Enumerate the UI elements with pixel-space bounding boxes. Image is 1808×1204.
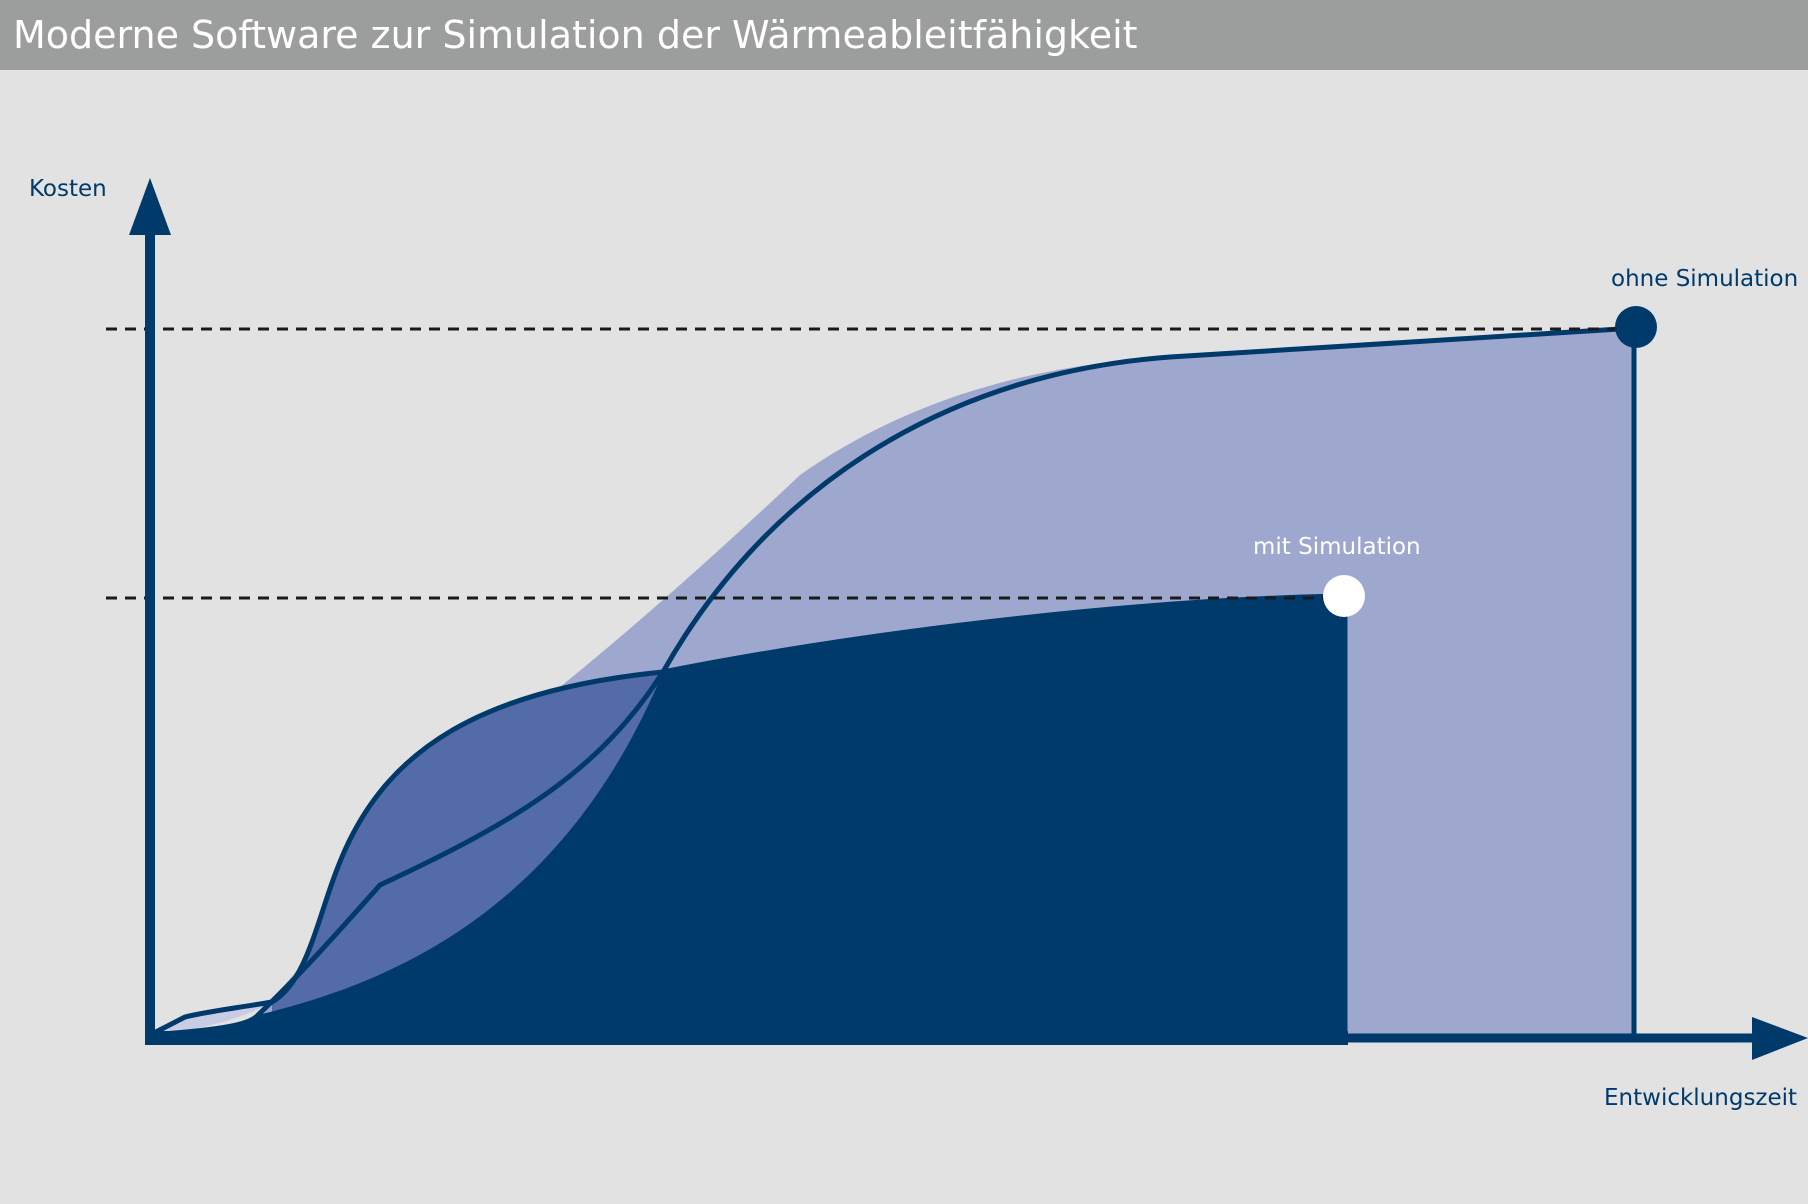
- x-axis-label: Entwicklungszeit: [1604, 1085, 1797, 1111]
- baseline-band: [148, 1031, 1348, 1045]
- area-overlap: [150, 596, 1345, 1035]
- curve-without-simulation: [149, 325, 1637, 1038]
- title-bar: Moderne Software zur Simulation der Wärm…: [0, 0, 1808, 70]
- y-axis-label: Kosten: [29, 176, 107, 202]
- marker-with-simulation: [1323, 575, 1365, 617]
- y-axis-arrow: [129, 178, 171, 235]
- label-without-simulation: ohne Simulation: [1611, 266, 1798, 292]
- page-title: Moderne Software zur Simulation der Wärm…: [13, 13, 1138, 57]
- marker-without-simulation: [1615, 306, 1657, 348]
- label-with-simulation: mit Simulation: [1253, 534, 1421, 560]
- early-overlap-area: [150, 1002, 272, 1035]
- curve-with-simulation: [148, 593, 1346, 1038]
- x-axis-arrow: [1752, 1017, 1808, 1060]
